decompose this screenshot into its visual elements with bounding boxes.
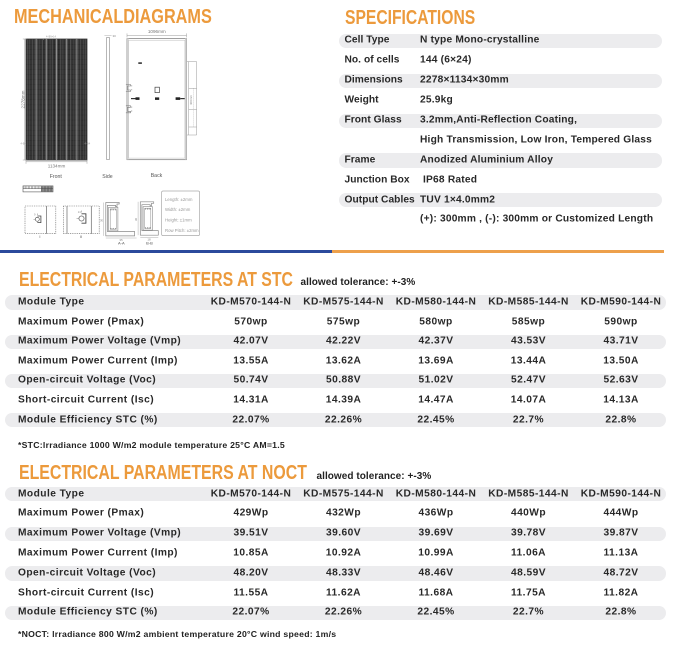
svg-text:Back: Back [151, 173, 163, 179]
svg-text:Height: ±1mm: Height: ±1mm [165, 218, 192, 223]
svg-text:9: 9 [34, 213, 36, 217]
svg-text:400mm: 400mm [189, 95, 193, 106]
svg-text:1096mm: 1096mm [148, 29, 166, 34]
svg-text:4-Φ4: 4-Φ4 [21, 143, 27, 146]
svg-text:Side: Side [102, 174, 112, 180]
svg-text:A-A: A-A [118, 241, 125, 246]
svg-text:II: II [80, 234, 82, 239]
svg-text:30: 30 [134, 218, 138, 222]
svg-text:Width: ±2mm: Width: ±2mm [165, 207, 191, 212]
svg-text:I: I [39, 234, 40, 239]
svg-text:4-Φ9×14: 4-Φ9×14 [46, 36, 56, 39]
svg-text:35: 35 [119, 238, 123, 242]
svg-text:B-B: B-B [146, 241, 153, 246]
svg-text:14: 14 [78, 210, 81, 214]
svg-text:1134mm: 1134mm [48, 163, 66, 168]
svg-text:30: 30 [113, 34, 117, 38]
svg-text:2278mm: 2278mm [20, 90, 25, 108]
svg-text:Length: ±2mm: Length: ±2mm [165, 197, 193, 202]
svg-text:4-Φ4: 4-Φ4 [85, 143, 91, 146]
svg-text:Row Pitch: ±2mm: Row Pitch: ±2mm [165, 228, 199, 233]
svg-text:30: 30 [100, 219, 104, 223]
svg-text:18: 18 [147, 237, 151, 241]
svg-text:Front: Front [50, 174, 63, 180]
